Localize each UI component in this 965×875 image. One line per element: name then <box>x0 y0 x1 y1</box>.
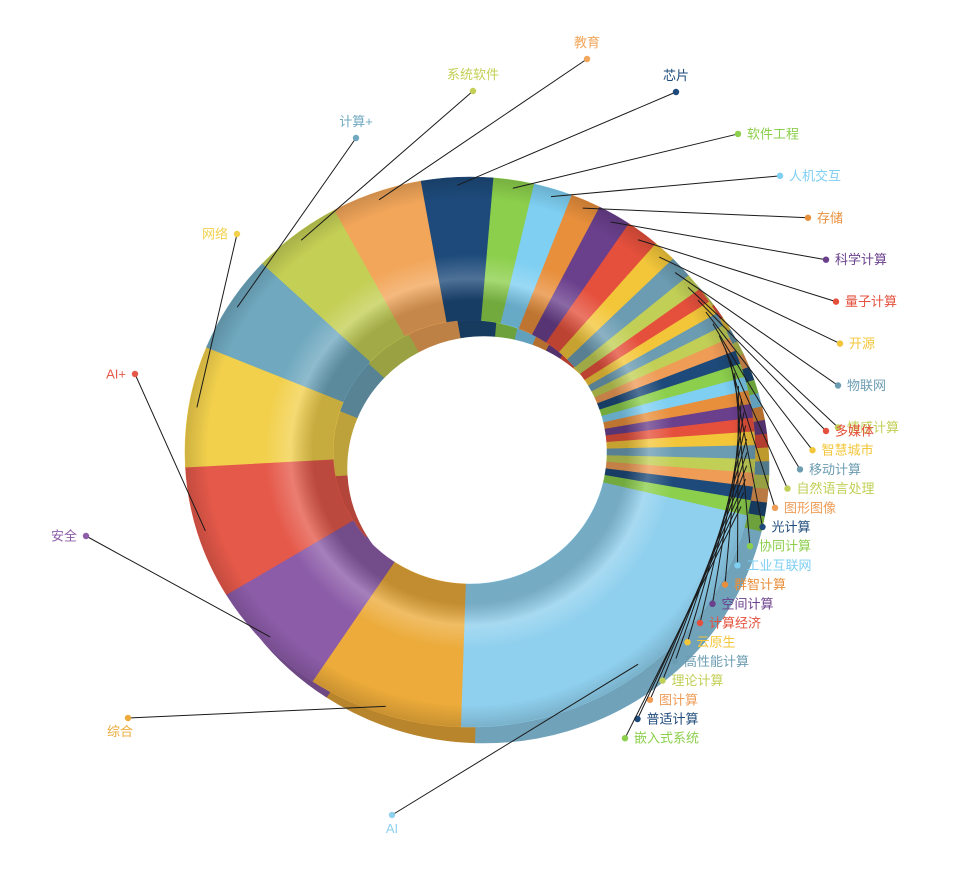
leader-dot-5 <box>832 298 840 305</box>
leader-line-19 <box>699 425 747 624</box>
leader-dot-10 <box>809 447 816 454</box>
leader-line-7 <box>674 272 839 386</box>
leader-line-6 <box>659 256 841 345</box>
slice-label-11: 移动计算 <box>809 462 861 477</box>
leader-dot-6 <box>836 340 844 347</box>
leader-line-5 <box>637 239 837 303</box>
leader-dot-12 <box>784 485 791 492</box>
slice-label-9: 多媒体 <box>835 424 874 439</box>
leader-line-10 <box>705 311 813 451</box>
leader-dot-14 <box>759 523 766 531</box>
leader-dot-28 <box>82 532 90 540</box>
leader-dot-18 <box>709 600 716 607</box>
slice-label-32: 系统软件 <box>447 67 499 82</box>
slice-label-22: 理论计算 <box>672 673 724 688</box>
slice-label-28: 安全 <box>51 529 77 544</box>
leader-line-31 <box>236 137 357 308</box>
slice-label-14: 光计算 <box>772 520 811 535</box>
leader-dot-15 <box>746 543 754 550</box>
leader-dot-19 <box>696 619 704 627</box>
leader-line-25 <box>624 506 742 739</box>
leader-line-0 <box>457 91 677 186</box>
slice-label-33: 教育 <box>574 35 600 50</box>
leader-line-4 <box>610 221 827 261</box>
slice-label-15: 协同计算 <box>759 539 811 554</box>
donut-shading <box>185 177 755 727</box>
ring-shading <box>185 177 755 727</box>
leader-dot-2 <box>776 172 784 180</box>
slice-label-7: 物联网 <box>847 378 886 393</box>
leader-line-11 <box>712 323 801 470</box>
slice-label-12: 自然语言处理 <box>797 481 875 496</box>
leader-dot-4 <box>822 256 830 263</box>
leader-line-8 <box>687 286 839 428</box>
slice-label-2: 人机交互 <box>789 168 841 183</box>
leader-dot-11 <box>796 466 804 473</box>
slice-label-1: 软件工程 <box>747 126 799 141</box>
leader-line-16 <box>737 385 739 566</box>
leader-line-2 <box>550 175 781 198</box>
leader-line-32 <box>300 90 474 241</box>
leader-line-1 <box>512 133 739 189</box>
slice-label-26: AI <box>386 821 398 836</box>
slice-label-18: 空间计算 <box>722 596 774 611</box>
slice-label-29: AI+ <box>106 367 126 382</box>
slice-label-16: 工业互联网 <box>747 558 812 573</box>
leader-dot-8 <box>834 424 842 431</box>
slice-label-21: 高性能计算 <box>684 654 749 669</box>
slice-label-31: 计算+ <box>339 114 373 129</box>
leader-dot-21 <box>671 658 679 665</box>
leader-dot-26 <box>388 811 396 819</box>
leader-dot-30 <box>233 230 241 238</box>
slice-label-4: 科学计算 <box>835 252 887 267</box>
leader-dot-1 <box>734 130 742 138</box>
slice-label-23: 图计算 <box>659 692 698 707</box>
leader-line-24 <box>637 492 745 720</box>
leader-line-33 <box>378 58 588 201</box>
leader-line-26 <box>391 663 639 816</box>
leader-line-30 <box>196 233 238 408</box>
slice-labels: 芯片软件工程人机交互存储科学计算量子计算开源物联网情感计算多媒体智慧城市移动计算… <box>51 35 899 836</box>
leader-dot-3 <box>804 214 812 221</box>
slice-label-6: 开源 <box>849 336 875 351</box>
slice-label-13: 图形图像 <box>784 500 836 515</box>
leader-dot-33 <box>583 55 591 63</box>
leader-dot-17 <box>721 581 729 588</box>
leader-dot-22 <box>659 677 666 684</box>
slice-label-27: 综合 <box>107 724 133 739</box>
leader-dot-29 <box>131 370 139 378</box>
slice-label-30: 网络 <box>202 227 228 242</box>
leader-line-28 <box>85 535 271 638</box>
slice-label-17: 群智计算 <box>734 577 786 592</box>
slice-label-5: 量子计算 <box>845 294 897 309</box>
leader-line-15 <box>734 373 751 547</box>
leader-line-27 <box>127 705 386 719</box>
leader-dot-13 <box>771 504 779 511</box>
leader-dot-0 <box>672 88 680 96</box>
leader-line-3 <box>582 207 809 219</box>
slice-label-25: 嵌入式系统 <box>634 731 699 746</box>
slice-label-3: 存储 <box>817 210 843 225</box>
slice-label-8: 情感计算 <box>847 420 899 435</box>
leader-dot-32 <box>469 87 477 95</box>
leader-dot-9 <box>822 427 830 435</box>
slice-label-0: 芯片 <box>663 68 689 83</box>
leader-dot-31 <box>352 134 360 142</box>
leader-dot-23 <box>646 696 654 703</box>
slice-label-20: 云原生 <box>697 635 736 650</box>
leader-dot-25 <box>621 735 629 742</box>
leader-dot-7 <box>834 382 842 389</box>
slice-label-24: 普适计算 <box>647 712 699 727</box>
leader-line-29 <box>134 373 206 532</box>
leader-dot-20 <box>684 639 691 646</box>
slice-label-10: 智慧城市 <box>822 443 874 458</box>
slice-label-19: 计算经济 <box>709 616 761 631</box>
leader-dot-16 <box>734 562 741 569</box>
leader-dot-27 <box>124 714 132 722</box>
leader-line-9 <box>697 299 827 432</box>
